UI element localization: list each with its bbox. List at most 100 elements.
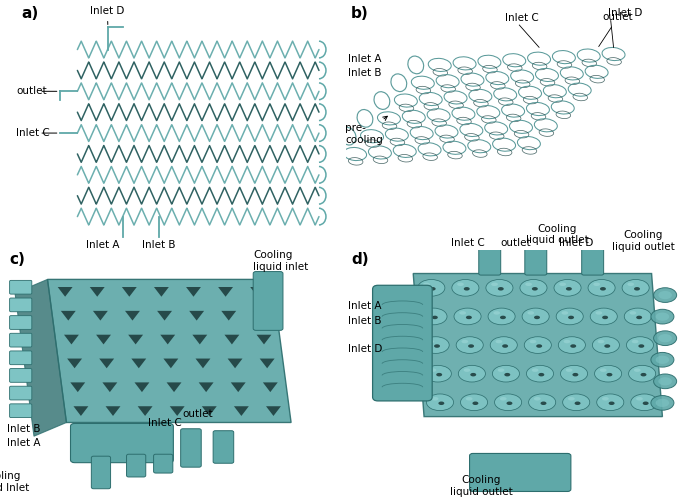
Ellipse shape — [659, 377, 672, 386]
Ellipse shape — [609, 402, 614, 405]
Polygon shape — [263, 382, 278, 392]
Ellipse shape — [636, 397, 643, 400]
FancyBboxPatch shape — [153, 454, 173, 473]
FancyBboxPatch shape — [213, 430, 234, 463]
Ellipse shape — [562, 311, 568, 314]
Text: Inlet C: Inlet C — [451, 238, 484, 248]
Polygon shape — [202, 406, 217, 416]
Polygon shape — [167, 382, 182, 392]
Text: Cooling
liquid inlet: Cooling liquid inlet — [253, 250, 308, 272]
Ellipse shape — [534, 316, 540, 319]
Text: Inlet B: Inlet B — [348, 316, 381, 326]
FancyBboxPatch shape — [10, 316, 32, 330]
Text: Cooling
liquid outlet: Cooling liquid outlet — [526, 224, 589, 246]
Ellipse shape — [594, 366, 622, 382]
Ellipse shape — [430, 368, 436, 372]
Text: Inlet A: Inlet A — [86, 240, 120, 250]
Polygon shape — [221, 311, 236, 320]
Ellipse shape — [536, 344, 542, 348]
Ellipse shape — [638, 344, 644, 348]
Ellipse shape — [520, 280, 547, 296]
Ellipse shape — [605, 344, 610, 348]
Ellipse shape — [598, 340, 605, 344]
Ellipse shape — [464, 287, 470, 290]
Polygon shape — [15, 280, 66, 436]
Polygon shape — [164, 358, 178, 368]
Ellipse shape — [488, 308, 515, 325]
Ellipse shape — [527, 311, 534, 314]
Ellipse shape — [651, 352, 674, 367]
Ellipse shape — [634, 287, 640, 290]
Polygon shape — [199, 382, 214, 392]
Ellipse shape — [629, 366, 656, 382]
Ellipse shape — [468, 344, 474, 348]
Ellipse shape — [495, 394, 522, 410]
Polygon shape — [48, 280, 291, 422]
Polygon shape — [61, 311, 76, 320]
Text: pre-
cooling: pre- cooling — [346, 116, 387, 145]
Ellipse shape — [507, 402, 513, 405]
Polygon shape — [413, 274, 663, 416]
Polygon shape — [170, 406, 184, 416]
Ellipse shape — [493, 366, 520, 382]
Ellipse shape — [596, 311, 603, 314]
FancyBboxPatch shape — [479, 244, 501, 275]
Polygon shape — [106, 406, 120, 416]
Polygon shape — [234, 406, 249, 416]
Polygon shape — [96, 334, 111, 344]
Text: Cooling
liquid Inlet: Cooling liquid Inlet — [0, 472, 29, 493]
Ellipse shape — [500, 316, 506, 319]
Ellipse shape — [456, 336, 483, 353]
Ellipse shape — [651, 396, 674, 410]
Polygon shape — [125, 311, 140, 320]
Ellipse shape — [426, 394, 453, 410]
Ellipse shape — [438, 402, 444, 405]
Ellipse shape — [641, 373, 647, 376]
FancyBboxPatch shape — [10, 351, 32, 364]
Ellipse shape — [457, 282, 464, 286]
Polygon shape — [100, 358, 114, 368]
FancyBboxPatch shape — [10, 298, 32, 312]
Text: Inlet D: Inlet D — [558, 238, 593, 248]
Polygon shape — [122, 287, 137, 296]
Ellipse shape — [624, 308, 652, 325]
FancyBboxPatch shape — [525, 240, 547, 275]
Text: a): a) — [21, 6, 39, 22]
Polygon shape — [90, 287, 104, 296]
Ellipse shape — [491, 282, 498, 286]
Ellipse shape — [570, 344, 576, 348]
Ellipse shape — [471, 373, 476, 376]
Ellipse shape — [504, 373, 510, 376]
Ellipse shape — [632, 340, 638, 344]
Ellipse shape — [428, 340, 434, 344]
Polygon shape — [131, 358, 146, 368]
Ellipse shape — [460, 311, 466, 314]
Ellipse shape — [524, 336, 551, 353]
FancyBboxPatch shape — [10, 404, 32, 417]
FancyBboxPatch shape — [372, 286, 432, 401]
Polygon shape — [102, 382, 117, 392]
Ellipse shape — [540, 402, 547, 405]
Ellipse shape — [622, 280, 649, 296]
Ellipse shape — [588, 280, 615, 296]
Polygon shape — [250, 287, 265, 296]
Ellipse shape — [464, 368, 471, 372]
Ellipse shape — [460, 394, 488, 410]
Polygon shape — [138, 406, 153, 416]
Ellipse shape — [418, 280, 445, 296]
Ellipse shape — [432, 316, 438, 319]
Ellipse shape — [495, 340, 502, 344]
FancyBboxPatch shape — [10, 386, 32, 400]
Polygon shape — [227, 358, 243, 368]
Ellipse shape — [466, 397, 473, 400]
Ellipse shape — [452, 280, 479, 296]
Text: Inlet D: Inlet D — [348, 344, 383, 354]
Ellipse shape — [631, 394, 658, 410]
Ellipse shape — [600, 368, 607, 372]
Polygon shape — [254, 311, 268, 320]
Ellipse shape — [500, 397, 507, 400]
Polygon shape — [67, 358, 82, 368]
Ellipse shape — [423, 282, 430, 286]
Polygon shape — [73, 406, 88, 416]
Polygon shape — [93, 311, 108, 320]
